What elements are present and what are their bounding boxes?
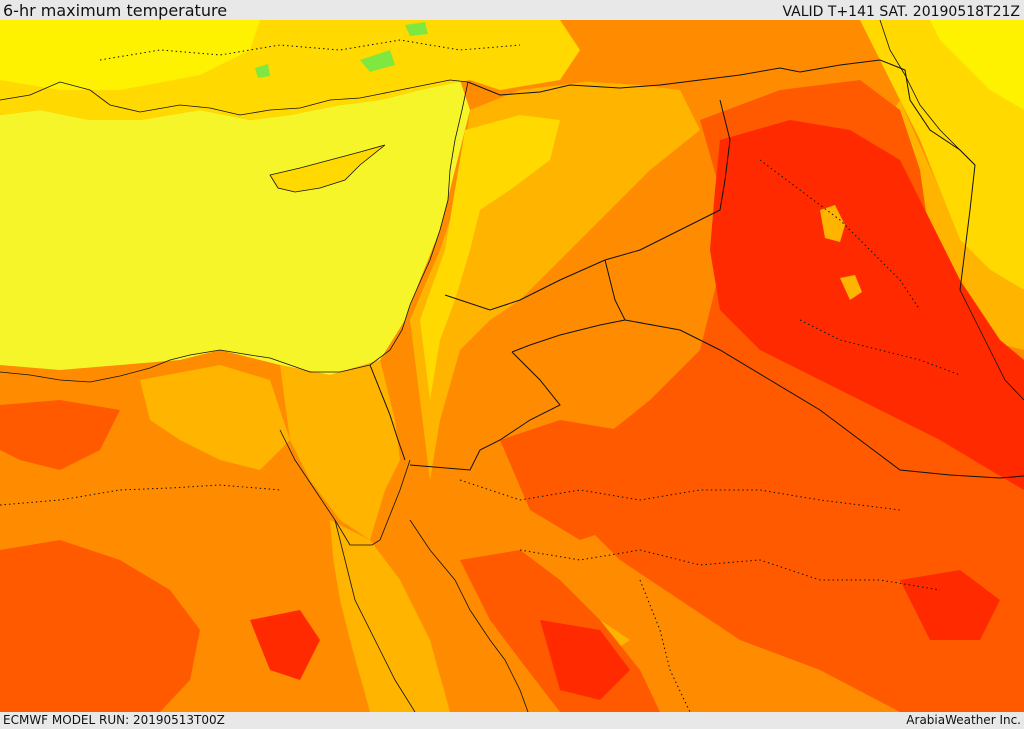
credit-label: ArabiaWeather Inc. <box>906 713 1021 727</box>
cyprus-island <box>269 144 386 193</box>
anatolia-coast <box>0 20 260 90</box>
egypt-internal-boundary <box>0 484 281 506</box>
sinai-amber <box>280 360 400 540</box>
gulf-of-aqaba-coast <box>371 459 411 546</box>
valid-time: VALID T+141 SAT. 20190518T21Z <box>782 4 1020 20</box>
syria-turkey-border <box>467 67 801 96</box>
iraq-province-boundary-2 <box>799 319 961 376</box>
syria-iraq-border <box>604 99 731 261</box>
red-sea-amber <box>330 520 450 712</box>
model-run: ECMWF MODEL RUN: 20190513T00Z <box>3 713 225 727</box>
red-sea-east-coast <box>409 519 529 712</box>
persian-gulf-coast <box>959 289 1024 401</box>
red-sea-west-coast <box>334 519 416 712</box>
syria-jordan-border <box>444 259 606 311</box>
iraq-saudi-border <box>624 319 1024 479</box>
northeast-highlands <box>860 20 1024 290</box>
turkey-province-boundary <box>99 39 521 61</box>
lake-habbaniyah <box>840 275 862 300</box>
anatolia-coastline <box>0 79 469 116</box>
iraq-province-boundary <box>759 159 921 311</box>
arabia-hot-spot <box>540 620 630 700</box>
lake-van-region <box>570 112 590 130</box>
cool-spot-1 <box>360 50 395 72</box>
sinai-hot-spot <box>250 610 320 680</box>
saudi-province-boundary-1 <box>459 479 901 511</box>
temperature-map <box>0 20 1024 712</box>
footer-bar: ECMWF MODEL RUN: 20190513T00Z ArabiaWeat… <box>0 712 1024 729</box>
cool-spot-3 <box>255 64 270 78</box>
egypt-amber <box>140 365 290 470</box>
gulf-hot-core <box>880 320 1024 450</box>
egypt-israel-border <box>369 364 406 461</box>
jordan-saudi-border <box>409 351 561 471</box>
gulf-of-suez-coast <box>279 429 372 546</box>
jordan-iraq-border <box>511 259 626 353</box>
saudi-province-boundary-3 <box>639 579 691 712</box>
northeast-peaks <box>930 20 1024 110</box>
egypt-coastline <box>0 349 371 383</box>
egypt-orange-inner <box>240 480 340 630</box>
iraq-iran-border <box>799 59 976 291</box>
cool-spot-2 <box>405 22 428 36</box>
levant-gold <box>420 115 560 400</box>
south-hot-spot <box>900 570 1000 640</box>
egypt-dark-orange <box>0 540 200 712</box>
map-title: 6-hr maximum temperature <box>3 1 228 20</box>
levant-coastline <box>369 81 469 366</box>
arabia-dark-orange <box>500 420 660 540</box>
sahara-dark-orange <box>0 400 120 470</box>
saudi-province-boundary-2 <box>519 549 941 591</box>
header-bar: 6-hr maximum temperature VALID T+141 SAT… <box>0 0 1024 20</box>
lake-tharthar <box>820 205 845 242</box>
